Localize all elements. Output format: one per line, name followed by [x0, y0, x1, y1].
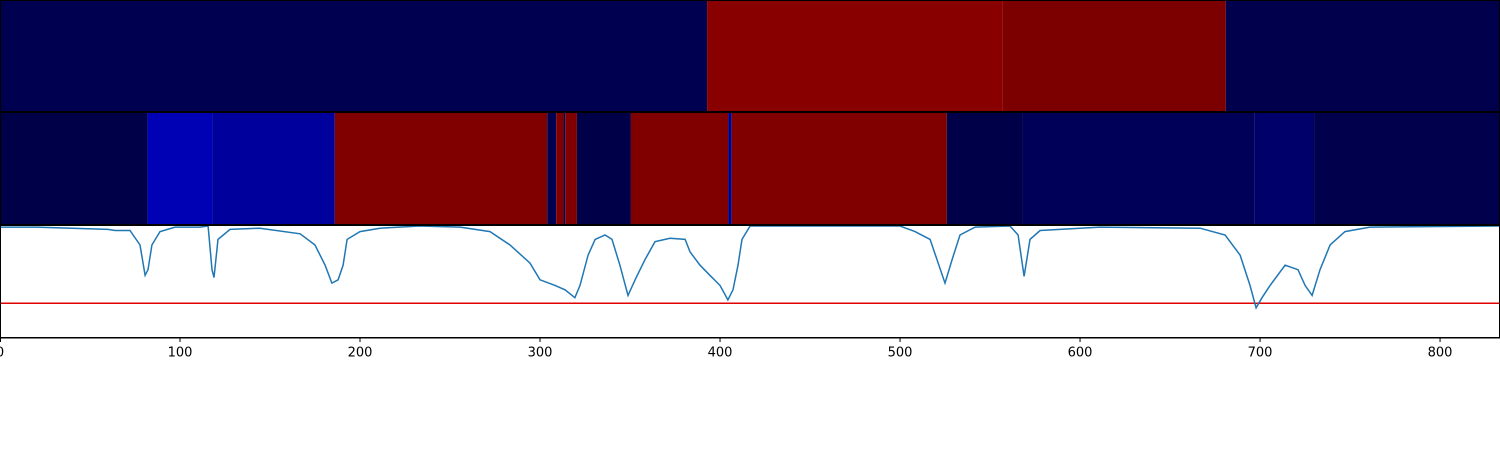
heat-segment: [565, 113, 577, 225]
x-tick-label: 700: [1248, 346, 1273, 361]
heat-segment: [147, 113, 213, 225]
x-tick-label: 600: [1068, 346, 1093, 361]
heat-segment: [556, 113, 564, 225]
line-series: [0, 225, 1500, 310]
heat-segment: [576, 113, 631, 225]
panel-frame: [0, 225, 1500, 338]
heat-segment: [1314, 113, 1500, 225]
x-tick-label: 100: [168, 346, 193, 361]
x-tick-label: 300: [528, 346, 553, 361]
heat-segment: [728, 113, 732, 225]
x-tick-label: 0: [0, 346, 4, 361]
heat-segment: [1022, 113, 1255, 225]
x-tick-label: 500: [888, 346, 913, 361]
x-tick-label: 400: [708, 346, 733, 361]
heat-segment: [0, 1, 708, 112]
heat-segment: [334, 113, 548, 225]
heat-segment: [563, 113, 566, 225]
heat-segment: [1002, 1, 1226, 112]
heat-segment: [547, 113, 557, 225]
heat-segment: [1254, 113, 1315, 225]
heat-segment: [212, 113, 335, 225]
heat-segment: [630, 113, 729, 225]
heat-segment: [731, 113, 947, 225]
x-tick-label: 800: [1428, 346, 1453, 361]
heat-segment: [0, 113, 148, 225]
heat-segment: [1225, 1, 1500, 112]
x-tick-label: 200: [348, 346, 373, 361]
heat-segment: [707, 1, 1003, 112]
heat-segment: [946, 113, 1023, 225]
